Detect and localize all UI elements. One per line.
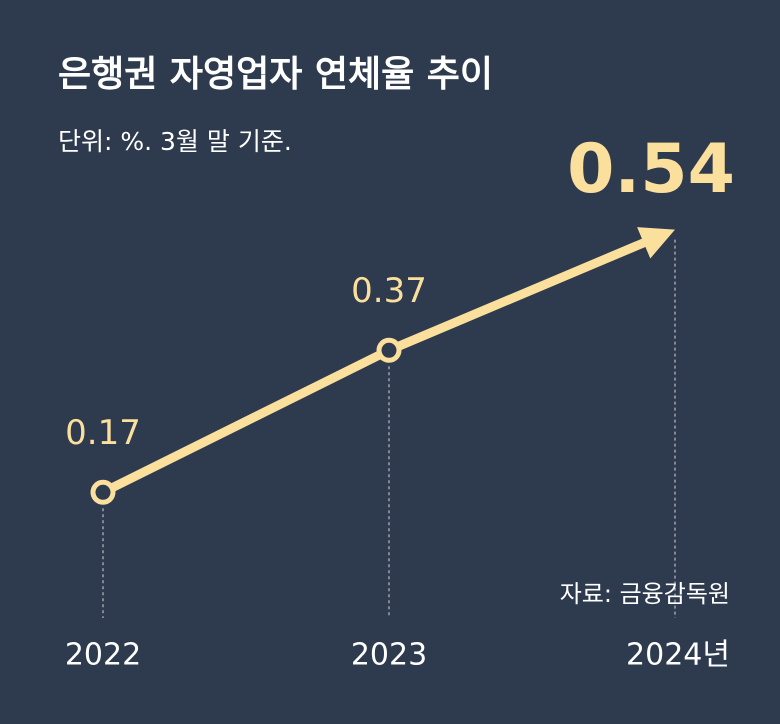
x-tick-label: 2024년: [626, 638, 730, 673]
source: 자료: 금융감독원: [560, 580, 730, 608]
value-label: 0.37: [351, 271, 427, 311]
chart-subtitle: 단위: %. 3월 말 기준.: [58, 127, 292, 156]
value-label: 0.54: [567, 130, 735, 209]
arrow-head: [637, 227, 675, 259]
point: [376, 337, 402, 363]
chart-title: 은행권 자영업자 연체율 추이: [58, 54, 493, 95]
value-label: 0.17: [65, 413, 141, 453]
x-tick-label: 2023: [351, 638, 427, 673]
x-tick-label: 2022: [65, 638, 141, 673]
point: [90, 479, 116, 505]
